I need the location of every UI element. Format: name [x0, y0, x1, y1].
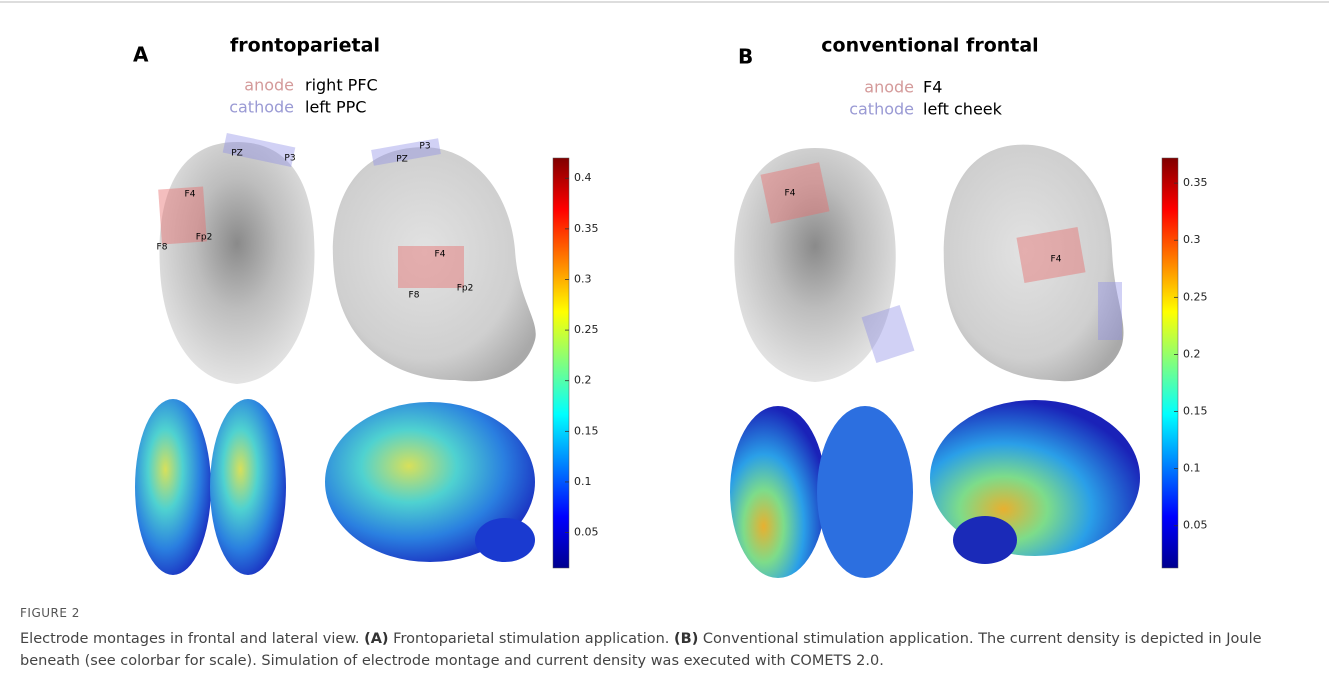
- role-anode: anode: [244, 76, 294, 95]
- electrode-label: PZ: [231, 149, 243, 159]
- head-side: [333, 138, 536, 381]
- colorbar-tick-label: 0.25: [1183, 290, 1208, 303]
- head-side: [944, 145, 1124, 382]
- role-anode: anode: [864, 78, 914, 97]
- caption-ref: (A): [364, 631, 388, 647]
- colorbar: [1162, 158, 1178, 568]
- caption-segment: Electrode montages in frontal and latera…: [20, 631, 364, 647]
- brain-front: [135, 399, 286, 575]
- colorbar-tick-label: 0.4: [574, 171, 592, 184]
- colorbar-tick-label: 0.35: [1183, 176, 1208, 189]
- figure-label: FIGURE 2: [20, 606, 80, 620]
- panel-label: A: [133, 43, 149, 67]
- brain-side: [930, 400, 1140, 564]
- site-cathode: left PPC: [305, 98, 366, 117]
- colorbar-tick-label: 0.3: [574, 272, 592, 285]
- site-cathode: left cheek: [923, 100, 1003, 119]
- colorbar-tick-label: 0.1: [574, 475, 592, 488]
- brain-front: [730, 406, 913, 578]
- electrode-label: P3: [284, 154, 295, 164]
- colorbar-tick-label: 0.2: [1183, 347, 1201, 360]
- role-cathode: cathode: [229, 98, 294, 117]
- colorbar-tick-label: 0.15: [1183, 405, 1208, 418]
- brain-side: [325, 402, 535, 562]
- colorbar-tick-label: 0.1: [1183, 462, 1201, 475]
- panel-title: conventional frontal: [821, 35, 1038, 57]
- colorbar-tick-label: 0.2: [574, 374, 592, 387]
- site-anode: right PFC: [305, 76, 378, 95]
- colorbar: [553, 158, 569, 568]
- electrode-label: F4: [185, 190, 196, 200]
- colorbar-tick-label: 0.05: [1183, 519, 1208, 532]
- electrode-label: F8: [157, 243, 168, 253]
- electrode-label: F4: [435, 250, 446, 260]
- electrode-label: P3: [419, 142, 430, 152]
- panel-label: B: [738, 45, 753, 69]
- electrode-label: Fp2: [196, 233, 213, 243]
- figure: A frontoparietal anode right PFC cathode…: [0, 0, 1329, 598]
- figure-caption: Electrode montages in frontal and latera…: [20, 628, 1310, 672]
- colorbar-tick-label: 0.05: [574, 526, 599, 539]
- electrode-label: PZ: [396, 155, 408, 165]
- caption-ref: (B): [674, 631, 698, 647]
- colorbar-tick-label: 0.35: [574, 222, 599, 235]
- electrode-label: F4: [785, 189, 796, 199]
- panel-title: frontoparietal: [230, 35, 380, 57]
- head-front: [734, 148, 914, 382]
- head-front: [158, 133, 314, 384]
- role-cathode: cathode: [849, 100, 914, 119]
- electrode-label: F4: [1051, 255, 1062, 265]
- site-anode: F4: [923, 78, 942, 97]
- page: { "panels": [ { "label": "A", "title": "…: [0, 0, 1329, 690]
- electrode-label: Fp2: [457, 284, 474, 294]
- colorbar-tick-label: 0.3: [1183, 233, 1201, 246]
- colorbar-tick-label: 0.25: [574, 323, 599, 336]
- electrode-label: F8: [409, 291, 420, 301]
- caption-segment: Frontoparietal stimulation application.: [389, 631, 674, 647]
- colorbar-tick-label: 0.15: [574, 424, 599, 437]
